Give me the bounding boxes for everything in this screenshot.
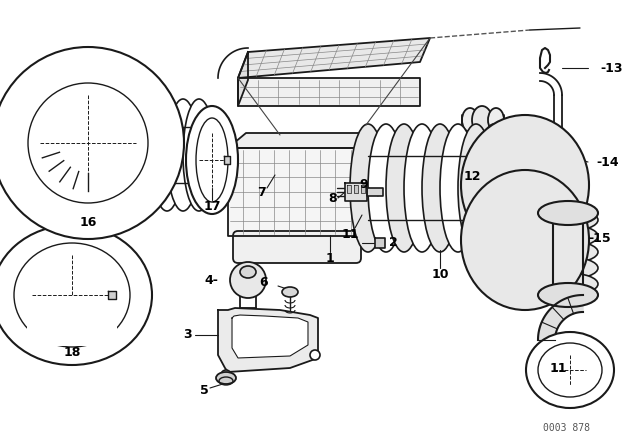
Polygon shape	[361, 185, 365, 193]
Ellipse shape	[538, 283, 598, 307]
Polygon shape	[238, 38, 430, 78]
Ellipse shape	[14, 243, 130, 347]
Ellipse shape	[543, 237, 581, 253]
Ellipse shape	[240, 266, 256, 278]
Ellipse shape	[196, 118, 228, 202]
Ellipse shape	[548, 195, 576, 213]
Ellipse shape	[386, 124, 422, 252]
Text: 11: 11	[341, 228, 359, 241]
Text: 1: 1	[326, 251, 334, 264]
Text: 7: 7	[258, 185, 266, 198]
Ellipse shape	[0, 225, 152, 365]
Ellipse shape	[119, 99, 151, 211]
Ellipse shape	[135, 99, 167, 211]
Ellipse shape	[488, 108, 504, 132]
Polygon shape	[40, 143, 88, 191]
Ellipse shape	[28, 83, 148, 203]
Polygon shape	[367, 188, 383, 196]
Text: 3: 3	[184, 328, 192, 341]
Ellipse shape	[440, 124, 476, 252]
FancyBboxPatch shape	[233, 231, 361, 263]
Text: 5: 5	[200, 383, 209, 396]
Ellipse shape	[422, 124, 458, 252]
Ellipse shape	[548, 139, 576, 157]
Text: -13: -13	[600, 61, 623, 74]
Text: 18: 18	[63, 345, 81, 358]
Ellipse shape	[462, 108, 478, 132]
Ellipse shape	[350, 124, 386, 252]
Ellipse shape	[151, 99, 183, 211]
Text: 17: 17	[204, 201, 221, 214]
Text: 11: 11	[549, 362, 567, 375]
Text: 12: 12	[463, 171, 481, 184]
Ellipse shape	[543, 212, 581, 228]
Ellipse shape	[167, 99, 199, 211]
Ellipse shape	[494, 124, 530, 252]
Text: 8: 8	[329, 191, 337, 204]
Bar	[27, 296, 117, 346]
Circle shape	[310, 350, 320, 360]
Polygon shape	[538, 295, 583, 340]
Polygon shape	[354, 185, 358, 193]
Text: -14: -14	[596, 155, 619, 168]
Ellipse shape	[404, 124, 440, 252]
Ellipse shape	[538, 225, 598, 247]
Polygon shape	[228, 133, 384, 148]
Polygon shape	[366, 133, 384, 236]
Ellipse shape	[526, 332, 614, 408]
Ellipse shape	[538, 201, 598, 225]
Text: 10: 10	[431, 267, 449, 280]
Ellipse shape	[548, 181, 576, 199]
Ellipse shape	[548, 153, 576, 171]
Ellipse shape	[458, 124, 494, 252]
Ellipse shape	[538, 257, 598, 279]
Polygon shape	[375, 238, 385, 248]
Text: 9: 9	[360, 177, 368, 190]
Ellipse shape	[548, 167, 576, 185]
Text: 16: 16	[79, 215, 97, 228]
Ellipse shape	[0, 47, 184, 239]
Polygon shape	[108, 291, 116, 299]
Ellipse shape	[461, 115, 589, 255]
Text: 4-: 4-	[204, 273, 218, 287]
Ellipse shape	[538, 209, 598, 231]
Polygon shape	[238, 78, 420, 106]
Polygon shape	[218, 308, 318, 372]
Ellipse shape	[538, 343, 602, 397]
Polygon shape	[228, 148, 366, 236]
Text: -15: -15	[588, 232, 611, 245]
Ellipse shape	[461, 170, 589, 310]
Text: 0003 878: 0003 878	[543, 423, 590, 433]
Ellipse shape	[368, 124, 404, 252]
Ellipse shape	[230, 262, 266, 298]
Ellipse shape	[186, 106, 238, 214]
Polygon shape	[232, 315, 308, 358]
Polygon shape	[345, 183, 367, 201]
Ellipse shape	[216, 372, 236, 384]
Ellipse shape	[183, 99, 215, 211]
Circle shape	[221, 370, 231, 380]
Text: 6: 6	[259, 276, 268, 289]
Ellipse shape	[538, 241, 598, 263]
Text: 2: 2	[388, 237, 397, 250]
Polygon shape	[238, 52, 248, 106]
Ellipse shape	[538, 273, 598, 295]
Ellipse shape	[476, 124, 512, 252]
Ellipse shape	[472, 106, 492, 134]
Polygon shape	[347, 185, 351, 193]
Polygon shape	[224, 156, 230, 164]
Ellipse shape	[282, 287, 298, 297]
